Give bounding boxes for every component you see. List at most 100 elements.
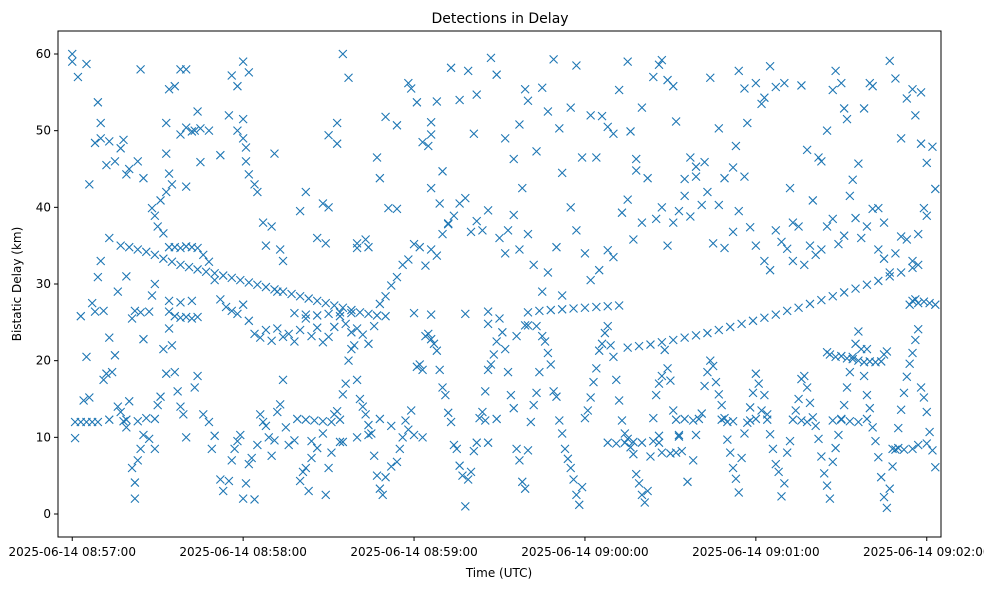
data-point-marker [685,212,695,221]
data-point-marker [178,409,188,419]
data-point-marker [84,393,94,402]
data-point-marker [338,437,348,447]
data-point-marker [307,436,316,446]
data-point-marker [688,416,698,425]
data-point-marker [765,61,775,71]
data-point-marker [196,157,205,167]
data-point-marker [233,436,242,446]
data-point-marker [828,214,838,224]
data-point-marker [691,330,701,340]
data-point-marker [164,296,174,306]
data-point-marker [150,211,160,221]
data-point-marker [352,375,362,385]
data-point-marker [520,84,530,94]
data-point-marker [566,463,576,473]
data-point-marker [164,169,174,178]
data-point-marker [637,103,647,113]
data-point-marker [318,199,328,208]
data-point-marker [822,481,832,491]
data-point-marker [683,477,692,487]
data-point-marker [193,371,202,381]
data-point-marker [893,423,903,433]
data-point-marker [737,453,747,463]
data-point-marker [543,107,553,116]
data-point-marker [657,202,667,212]
data-point-marker [304,486,314,496]
data-point-marker [469,129,479,139]
data-point-marker [794,222,803,231]
data-point-marker [728,227,738,237]
data-point-marker [643,486,653,496]
data-point-marker [782,244,792,254]
data-point-marker [395,444,405,454]
data-point-marker [791,406,801,415]
data-point-marker [381,291,390,301]
data-point-marker [777,491,786,501]
data-point-marker [919,203,929,213]
data-point-marker [455,95,465,105]
data-point-marker [614,301,624,310]
data-point-marker [341,319,351,329]
data-point-marker [307,453,316,463]
data-point-marker [779,478,789,488]
data-point-marker [238,114,248,124]
data-point-marker [349,340,359,350]
data-point-marker [848,354,858,364]
data-point-marker [409,239,419,249]
data-point-marker [631,166,641,175]
data-point-marker [580,413,590,423]
data-point-marker [859,104,869,113]
data-point-marker [164,324,174,333]
data-point-marker [666,376,675,385]
data-point-marker [543,268,553,277]
data-point-marker [486,53,496,63]
data-point-marker [255,333,265,343]
data-point-marker [332,139,342,149]
data-point-marker [720,413,729,423]
data-point-marker [771,82,781,92]
data-point-marker [87,298,97,308]
x-tick-label: 2025-06-14 09:00:00 [521,545,648,559]
data-point-marker [862,390,872,400]
data-point-marker [324,202,333,212]
data-point-marker [643,173,653,183]
data-point-marker [233,81,242,91]
data-point-marker [805,299,815,309]
data-point-marker [150,444,160,454]
data-point-marker [828,85,838,95]
data-point-marker [851,284,860,293]
data-point-marker [765,265,775,275]
data-point-marker [532,321,541,331]
data-point-marker [825,494,835,504]
data-point-marker [352,432,362,442]
data-point-marker [617,208,627,218]
data-point-marker [318,416,328,426]
data-point-marker [563,454,573,464]
data-point-marker [919,393,929,402]
data-point-marker [836,414,846,424]
data-point-marker [184,262,194,272]
data-point-marker [623,57,633,67]
data-point-marker [745,222,755,232]
data-point-marker [745,403,755,412]
data-point-marker [463,475,473,484]
data-point-marker [589,377,598,387]
data-point-marker [121,422,131,432]
data-point-marker [492,414,502,424]
data-point-marker [198,409,208,419]
data-point-marker [910,110,920,120]
data-point-marker [250,179,259,189]
data-point-marker [110,350,120,360]
data-point-marker [96,133,106,143]
data-point-marker [802,383,812,392]
data-point-marker [406,84,416,93]
data-point-marker [819,468,829,478]
data-point-marker [478,407,487,417]
data-point-marker [913,440,923,450]
data-point-marker [577,153,587,162]
data-point-marker [421,261,430,270]
data-point-marker [788,256,798,266]
y-tick-label: 10 [36,430,51,444]
data-point-marker [244,68,254,77]
data-point-marker [685,153,695,162]
